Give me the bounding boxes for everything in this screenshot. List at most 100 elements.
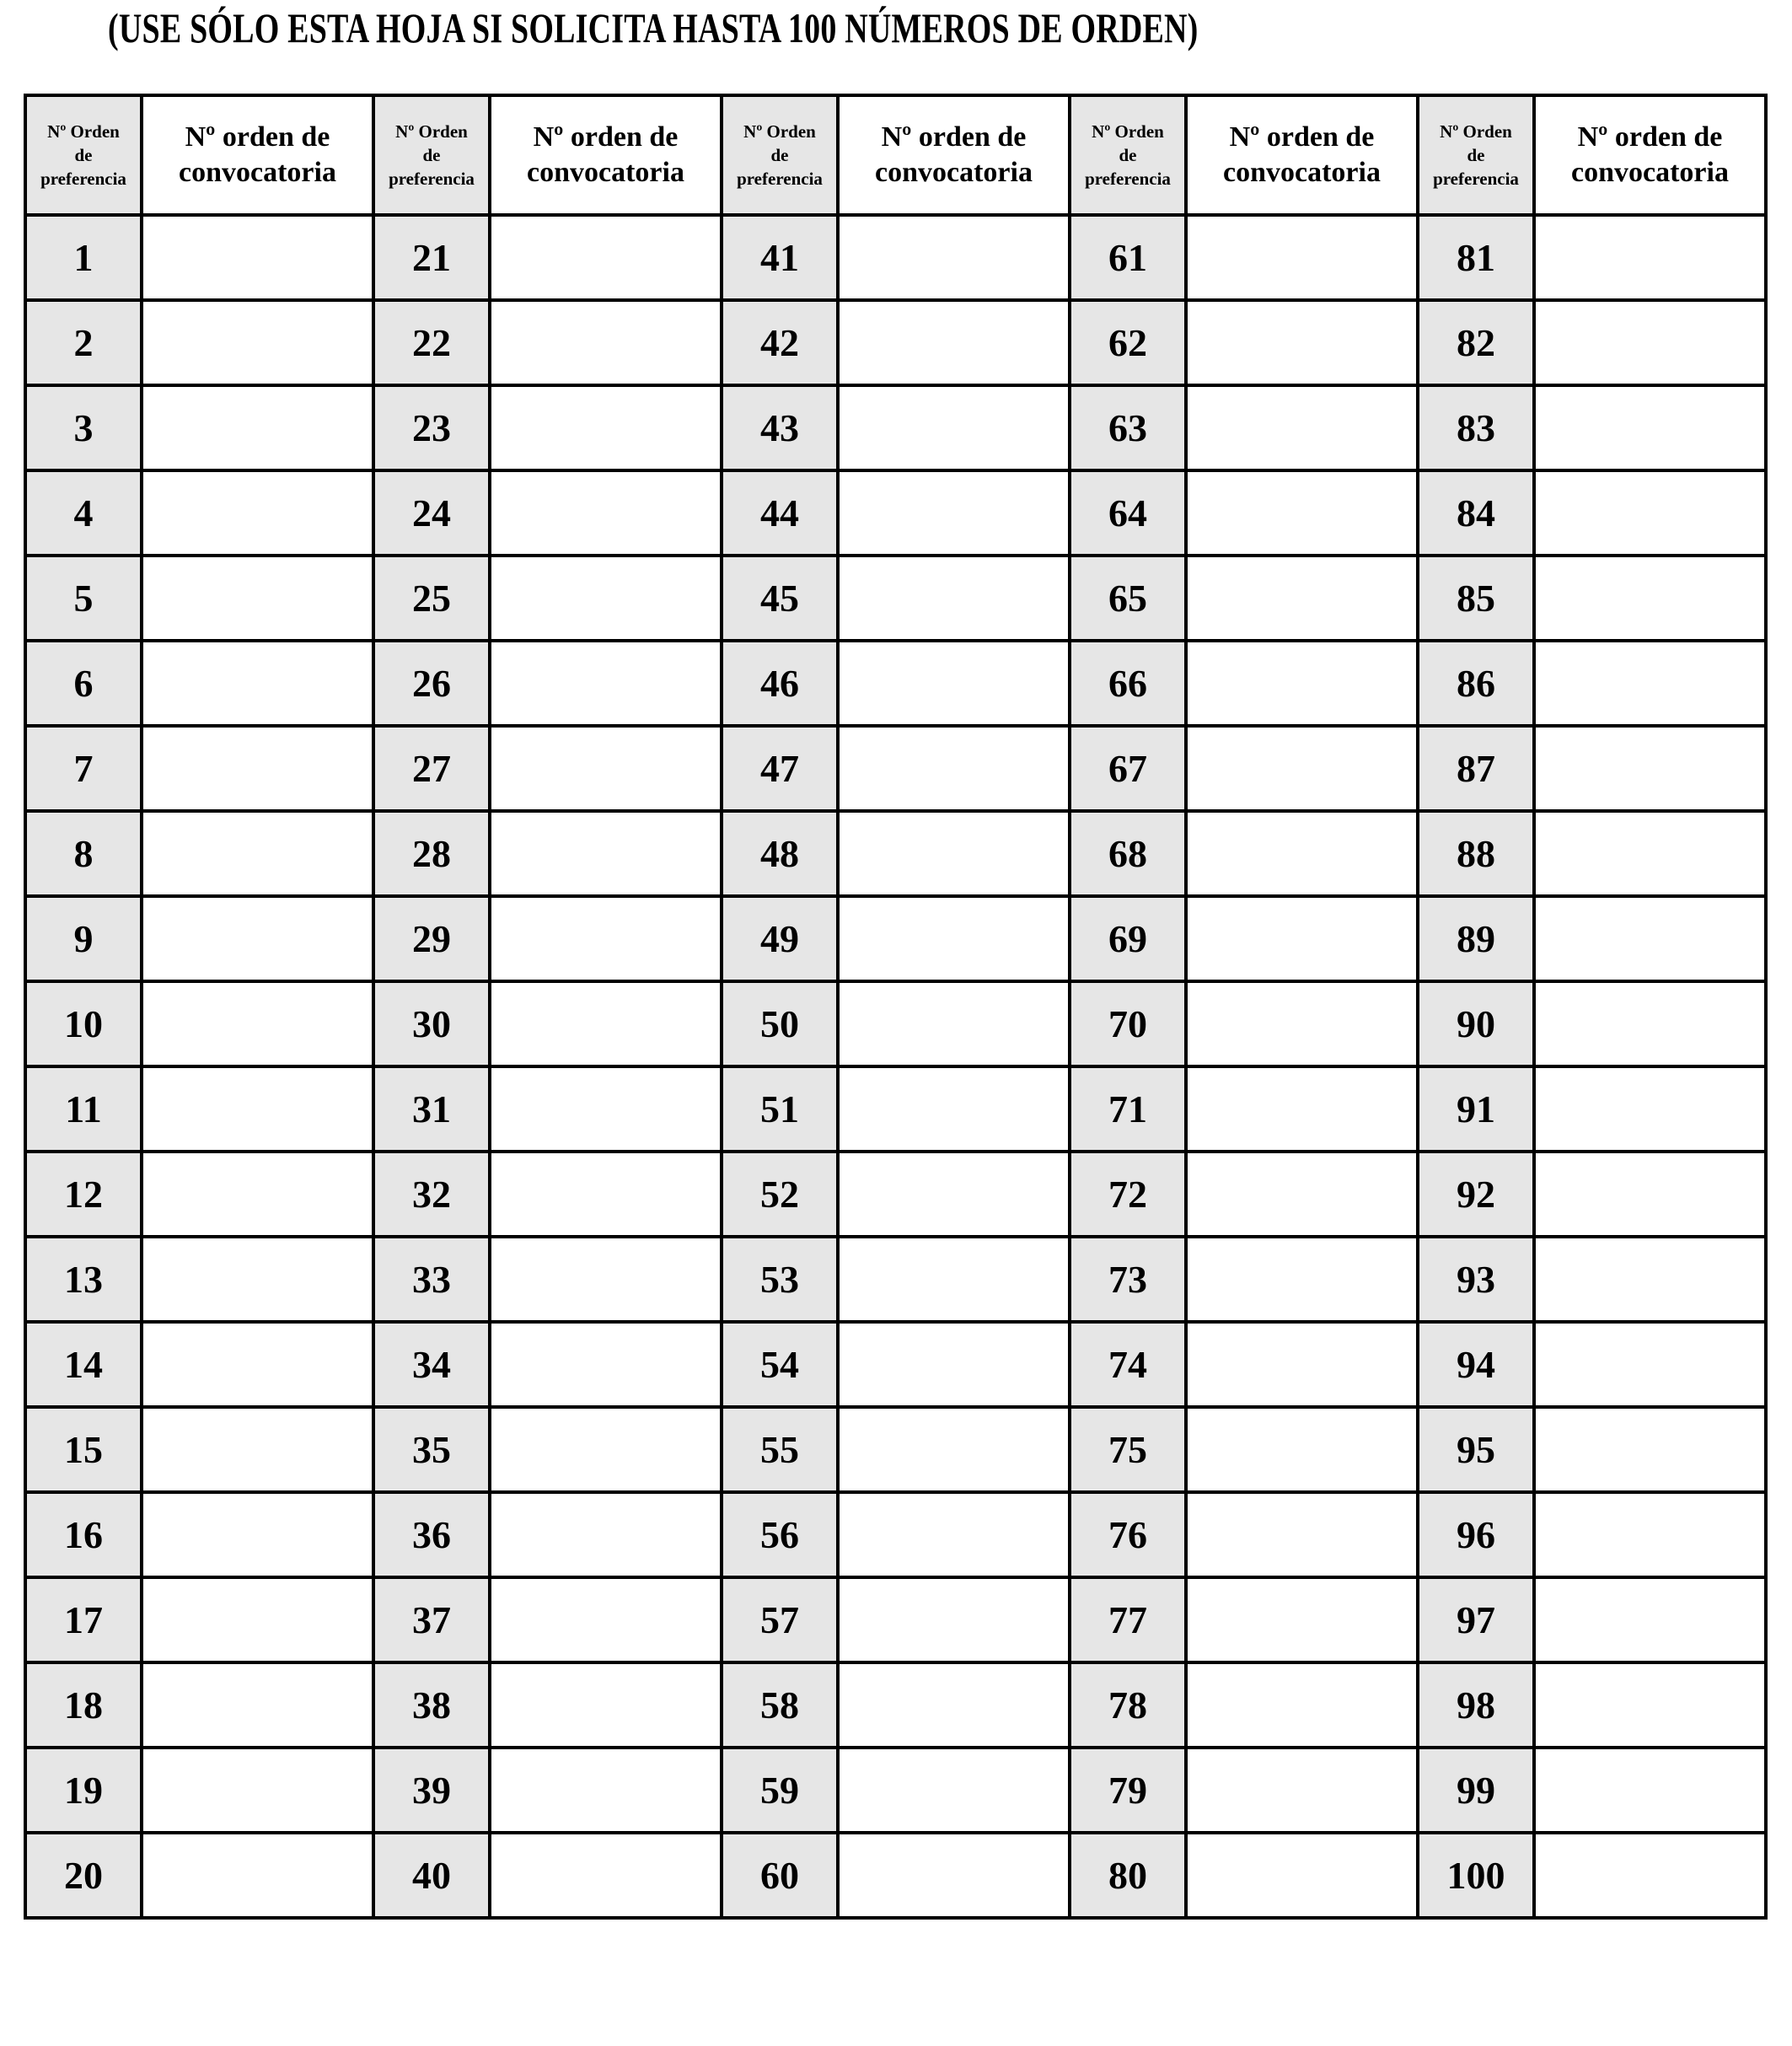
convocatoria-input-cell[interactable]: [488, 298, 723, 387]
convocatoria-input-cell[interactable]: [488, 1661, 723, 1749]
convocatoria-input-cell[interactable]: [488, 1490, 723, 1579]
convocatoria-input-cell[interactable]: [1184, 1831, 1419, 1920]
convocatoria-input-cell[interactable]: [836, 554, 1071, 642]
convocatoria-input-cell[interactable]: [488, 1831, 723, 1920]
convocatoria-input-cell[interactable]: [836, 298, 1071, 387]
convocatoria-input-cell[interactable]: [836, 1235, 1071, 1324]
convocatoria-input-cell[interactable]: [1532, 1065, 1768, 1153]
convocatoria-input-cell[interactable]: [140, 1831, 375, 1920]
convocatoria-input-cell[interactable]: [1184, 894, 1419, 983]
convocatoria-input-cell[interactable]: [1532, 1831, 1768, 1920]
convocatoria-input-cell[interactable]: [1532, 1576, 1768, 1664]
convocatoria-input-cell[interactable]: [1184, 384, 1419, 472]
convocatoria-input-cell[interactable]: [836, 639, 1071, 728]
convocatoria-input-cell[interactable]: [836, 1065, 1071, 1153]
convocatoria-input-cell[interactable]: [488, 724, 723, 813]
convocatoria-input-cell[interactable]: [488, 639, 723, 728]
convocatoria-input-cell[interactable]: [488, 1405, 723, 1494]
convocatoria-input-cell[interactable]: [140, 1065, 375, 1153]
convocatoria-input-cell[interactable]: [1532, 639, 1768, 728]
convocatoria-input-cell[interactable]: [140, 1576, 375, 1664]
convocatoria-input-cell[interactable]: [140, 213, 375, 302]
convocatoria-input-cell[interactable]: [1184, 1235, 1419, 1324]
convocatoria-input-cell[interactable]: [836, 384, 1071, 472]
convocatoria-input-cell[interactable]: [1184, 1405, 1419, 1494]
convocatoria-input-cell[interactable]: [836, 724, 1071, 813]
convocatoria-input-cell[interactable]: [140, 639, 375, 728]
convocatoria-input-cell[interactable]: [488, 554, 723, 642]
convocatoria-input-cell[interactable]: [140, 469, 375, 557]
convocatoria-input-cell[interactable]: [1532, 298, 1768, 387]
convocatoria-input-cell[interactable]: [488, 213, 723, 302]
convocatoria-input-cell[interactable]: [836, 980, 1071, 1068]
convocatoria-input-cell[interactable]: [836, 1576, 1071, 1664]
convocatoria-input-cell[interactable]: [1184, 298, 1419, 387]
convocatoria-input-cell[interactable]: [140, 384, 375, 472]
convocatoria-input-cell[interactable]: [488, 1235, 723, 1324]
convocatoria-input-cell[interactable]: [488, 894, 723, 983]
convocatoria-input-cell[interactable]: [140, 1661, 375, 1749]
convocatoria-input-cell[interactable]: [488, 469, 723, 557]
convocatoria-input-cell[interactable]: [1184, 1661, 1419, 1749]
convocatoria-input-cell[interactable]: [140, 1490, 375, 1579]
convocatoria-input-cell[interactable]: [488, 1320, 723, 1409]
convocatoria-input-cell[interactable]: [1532, 1746, 1768, 1834]
convocatoria-input-cell[interactable]: [1532, 213, 1768, 302]
convocatoria-input-cell[interactable]: [836, 1831, 1071, 1920]
convocatoria-input-cell[interactable]: [1532, 1150, 1768, 1238]
convocatoria-input-cell[interactable]: [488, 384, 723, 472]
convocatoria-input-cell[interactable]: [140, 298, 375, 387]
convocatoria-input-cell[interactable]: [140, 724, 375, 813]
convocatoria-input-cell[interactable]: [488, 1746, 723, 1834]
convocatoria-input-cell[interactable]: [1532, 1320, 1768, 1409]
convocatoria-input-cell[interactable]: [1184, 1746, 1419, 1834]
convocatoria-input-cell[interactable]: [140, 1746, 375, 1834]
convocatoria-input-cell[interactable]: [1532, 1405, 1768, 1494]
convocatoria-input-cell[interactable]: [1532, 469, 1768, 557]
convocatoria-input-cell[interactable]: [1184, 469, 1419, 557]
convocatoria-input-cell[interactable]: [836, 213, 1071, 302]
convocatoria-input-cell[interactable]: [1184, 1065, 1419, 1153]
convocatoria-input-cell[interactable]: [1532, 554, 1768, 642]
convocatoria-input-cell[interactable]: [1184, 809, 1419, 898]
convocatoria-input-cell[interactable]: [488, 809, 723, 898]
convocatoria-input-cell[interactable]: [1184, 1490, 1419, 1579]
convocatoria-input-cell[interactable]: [836, 809, 1071, 898]
convocatoria-input-cell[interactable]: [140, 809, 375, 898]
convocatoria-input-cell[interactable]: [488, 980, 723, 1068]
convocatoria-input-cell[interactable]: [1532, 1235, 1768, 1324]
convocatoria-input-cell[interactable]: [488, 1576, 723, 1664]
convocatoria-input-cell[interactable]: [1184, 1150, 1419, 1238]
convocatoria-input-cell[interactable]: [1184, 724, 1419, 813]
convocatoria-input-cell[interactable]: [836, 894, 1071, 983]
convocatoria-input-cell[interactable]: [1184, 213, 1419, 302]
convocatoria-input-cell[interactable]: [1532, 384, 1768, 472]
convocatoria-input-cell[interactable]: [836, 1490, 1071, 1579]
convocatoria-input-cell[interactable]: [140, 1320, 375, 1409]
convocatoria-input-cell[interactable]: [836, 1150, 1071, 1238]
convocatoria-input-cell[interactable]: [140, 1235, 375, 1324]
convocatoria-input-cell[interactable]: [1532, 809, 1768, 898]
convocatoria-input-cell[interactable]: [488, 1150, 723, 1238]
convocatoria-input-cell[interactable]: [1184, 1320, 1419, 1409]
convocatoria-input-cell[interactable]: [140, 1150, 375, 1238]
convocatoria-input-cell[interactable]: [836, 469, 1071, 557]
convocatoria-input-cell[interactable]: [488, 1065, 723, 1153]
convocatoria-input-cell[interactable]: [1184, 554, 1419, 642]
convocatoria-input-cell[interactable]: [836, 1661, 1071, 1749]
convocatoria-input-cell[interactable]: [140, 980, 375, 1068]
convocatoria-input-cell[interactable]: [836, 1405, 1071, 1494]
convocatoria-input-cell[interactable]: [1532, 1490, 1768, 1579]
convocatoria-input-cell[interactable]: [1532, 980, 1768, 1068]
convocatoria-input-cell[interactable]: [140, 554, 375, 642]
convocatoria-input-cell[interactable]: [140, 1405, 375, 1494]
convocatoria-input-cell[interactable]: [836, 1320, 1071, 1409]
convocatoria-input-cell[interactable]: [140, 894, 375, 983]
convocatoria-input-cell[interactable]: [1532, 1661, 1768, 1749]
convocatoria-input-cell[interactable]: [1532, 724, 1768, 813]
convocatoria-input-cell[interactable]: [1184, 980, 1419, 1068]
convocatoria-input-cell[interactable]: [1532, 894, 1768, 983]
convocatoria-input-cell[interactable]: [836, 1746, 1071, 1834]
convocatoria-input-cell[interactable]: [1184, 639, 1419, 728]
convocatoria-input-cell[interactable]: [1184, 1576, 1419, 1664]
